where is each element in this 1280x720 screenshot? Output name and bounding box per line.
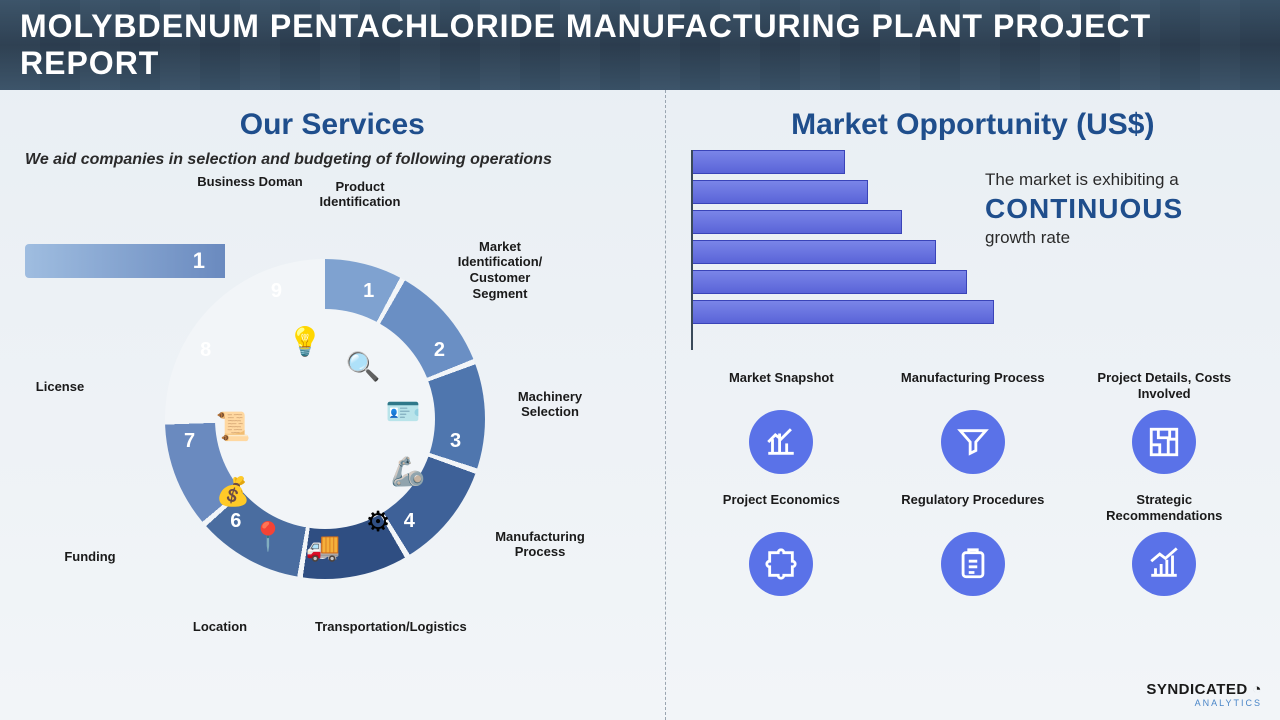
feature-icon — [749, 410, 813, 474]
growth-bar — [693, 180, 868, 204]
growth-bar — [693, 300, 994, 324]
wheel-segment-number: 7 — [184, 430, 195, 453]
report-title: MOLYBDENUM PENTACHLORIDE MANUFACTURING P… — [20, 8, 1280, 82]
wheel-segment-label: Location — [165, 619, 275, 635]
feature-item: Market Snapshot — [701, 370, 862, 474]
feature-title: Regulatory Procedures — [892, 492, 1053, 524]
wheel-segment-number: 9 — [271, 280, 282, 303]
wheel-segment-icon: 💰 — [215, 474, 251, 510]
report-header: MOLYBDENUM PENTACHLORIDE MANUFACTURING P… — [0, 0, 1280, 90]
feature-title: Project Economics — [701, 492, 862, 524]
feature-title: Project Details, Costs Involved — [1084, 370, 1245, 402]
wheel-segment-label: Product Identification — [305, 179, 415, 210]
feature-item: Regulatory Procedures — [892, 492, 1053, 596]
feature-item: Strategic Recommendations — [1084, 492, 1245, 596]
growth-bar — [693, 210, 903, 234]
wheel-segment-icon: 📜 — [215, 409, 251, 445]
wheel-segment-icon: 🪪 — [385, 394, 421, 430]
wheel-segment-label: Market Identification/ Customer Segment — [445, 239, 555, 301]
wheel-segment-number: 4 — [404, 510, 415, 533]
wheel-segment-number: 8 — [200, 339, 211, 362]
feature-icon — [749, 532, 813, 596]
growth-bar — [693, 150, 845, 174]
content-area: Our Services We aid companies in selecti… — [0, 90, 1280, 720]
feature-grid: Market Snapshot Manufacturing Process Proj… — [691, 370, 1255, 596]
services-title: Our Services — [25, 108, 640, 142]
feature-icon — [1132, 532, 1196, 596]
wheel-segment-label: Transportation/Logistics — [315, 619, 425, 635]
opportunity-title: Market Opportunity (US$) — [691, 108, 1255, 142]
wheel-segment-label: Funding — [35, 549, 145, 565]
feature-title: Manufacturing Process — [892, 370, 1053, 402]
wheel-segment-icon: ⚙ — [360, 504, 396, 540]
wheel-segment-label: Machinery Selection — [495, 389, 605, 420]
wheel-segment-label: Manufacturing Process — [485, 529, 595, 560]
services-subtitle: We aid companies in selection and budget… — [25, 150, 640, 171]
feature-title: Strategic Recommendations — [1084, 492, 1245, 524]
wheel-segment-number: 2 — [434, 339, 445, 362]
brand-logo: SYNDICATED ◔ANALYTICS — [1146, 681, 1262, 708]
feature-icon — [1132, 410, 1196, 474]
feature-icon — [941, 410, 1005, 474]
wheel-segment-number: 6 — [230, 510, 241, 533]
services-wheel: 1 123456789 Business DomanProduct Identi… — [25, 179, 640, 659]
feature-icon — [941, 532, 1005, 596]
wheel-segment-icon: 🦾 — [390, 454, 426, 490]
wheel-tab-1: 1 — [25, 244, 225, 278]
growth-bar — [693, 270, 967, 294]
services-panel: Our Services We aid companies in selecti… — [0, 90, 666, 720]
wheel-segment-icon: 💡 — [287, 324, 323, 360]
feature-title: Market Snapshot — [701, 370, 862, 402]
opportunity-panel: Market Opportunity (US$) The market is e… — [666, 90, 1280, 720]
feature-item: Project Economics — [701, 492, 862, 596]
wheel-segment-number: 3 — [450, 430, 461, 453]
growth-text: The market is exhibiting a CONTINUOUS gr… — [985, 170, 1245, 248]
wheel-segment-icon: 🔍 — [345, 349, 381, 385]
wheel-segment-icon: 🚚 — [305, 529, 341, 565]
wheel-segment-label: Business Doman — [195, 174, 305, 190]
feature-item: Project Details, Costs Involved — [1084, 370, 1245, 474]
wheel-segment-number: 1 — [363, 280, 374, 303]
wheel-segment-label: License — [5, 379, 115, 395]
growth-bar — [693, 240, 937, 264]
feature-item: Manufacturing Process — [892, 370, 1053, 474]
wheel-segment-icon: 📍 — [250, 519, 286, 555]
